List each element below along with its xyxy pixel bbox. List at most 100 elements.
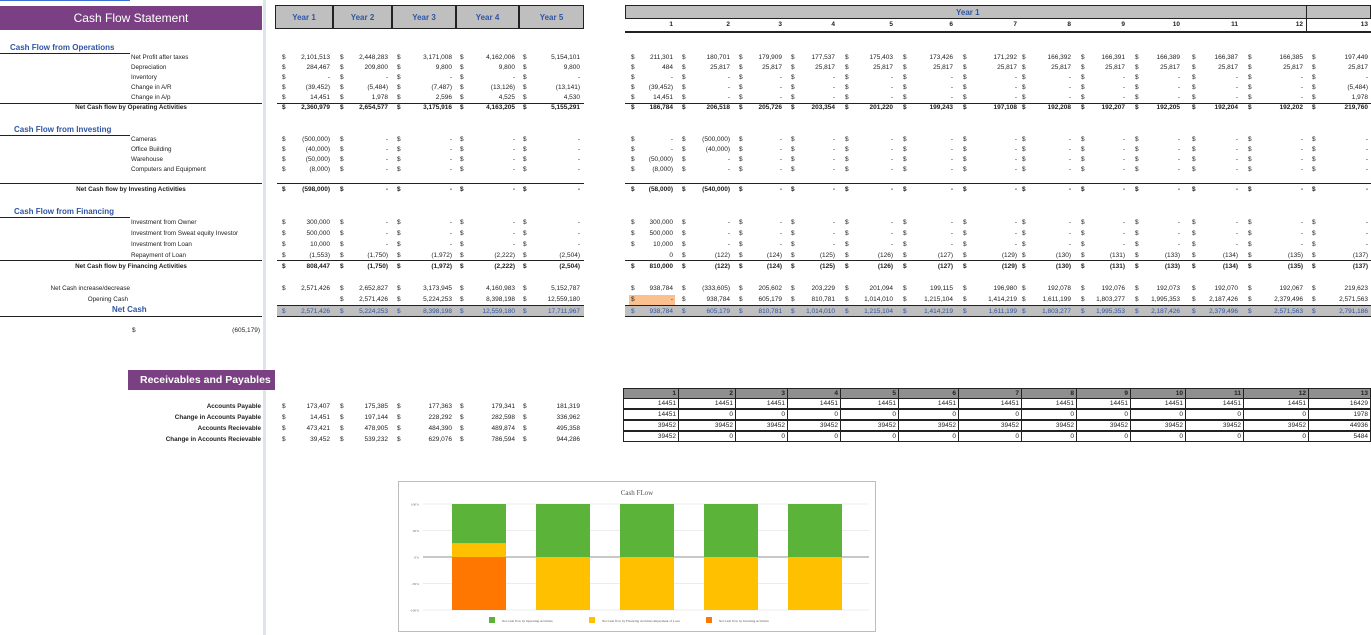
month-header-10[interactable]: 10 — [1172, 21, 1180, 28]
grid-cell[interactable]: 39452 — [1021, 420, 1077, 431]
total-operations-month-value[interactable]: 201,220 — [869, 104, 894, 111]
receivables-year-value[interactable]: 786,594 — [491, 436, 516, 443]
row-financing-3-month-value[interactable]: (133) — [1164, 252, 1180, 259]
total-investing-month-value[interactable]: - — [779, 186, 782, 193]
net-cash-month-value[interactable]: 2,187,426 — [1151, 308, 1180, 315]
grid-cell[interactable]: 14451 — [1130, 398, 1186, 409]
row-financing-2-month-value[interactable]: 10,000 — [653, 241, 673, 248]
row-financing-1-month-value[interactable]: - — [1014, 230, 1017, 237]
row-financing-0-year-value[interactable]: - — [449, 219, 452, 226]
net-cash-change-month-value[interactable]: 192,073 — [1156, 285, 1181, 292]
row-operations-2-year-value[interactable]: - — [512, 74, 515, 81]
row-investing-0-month-value[interactable]: - — [1014, 136, 1017, 143]
net-cash-change-month-value[interactable]: 205,602 — [758, 285, 783, 292]
row-operations-4-month-value[interactable]: - — [832, 94, 835, 101]
net-cash-change-month-value[interactable]: 192,067 — [1279, 285, 1304, 292]
row-financing-1-month-value[interactable]: - — [1365, 230, 1368, 237]
opening-cash-year-value[interactable]: 2,571,426 — [359, 296, 388, 303]
row-operations-4-year-value[interactable]: 4,525 — [498, 94, 515, 101]
net-cash-month-value[interactable]: 605,179 — [706, 308, 731, 315]
row-operations-1-month-value[interactable]: 25,817 — [1160, 64, 1180, 71]
row-financing-3-month-value[interactable]: (126) — [877, 252, 893, 259]
row-operations-1-month-value[interactable]: 25,817 — [1105, 64, 1125, 71]
grid-cell[interactable]: 44936 — [1308, 420, 1371, 431]
grid-cell[interactable]: 14451 — [1021, 398, 1077, 409]
row-financing-3-year-value[interactable]: (2,504) — [559, 252, 580, 259]
row-operations-1-month-value[interactable]: 25,817 — [933, 64, 953, 71]
row-operations-2-month-value[interactable]: - — [832, 74, 835, 81]
total-financing-month-value[interactable]: (131) — [1109, 263, 1125, 270]
row-operations-4-month-value[interactable]: - — [1235, 94, 1238, 101]
row-operations-2-month-value[interactable]: - — [727, 74, 730, 81]
net-cash-month-value[interactable]: 1,995,353 — [1096, 308, 1125, 315]
month-header-6[interactable]: 6 — [949, 21, 953, 28]
total-financing-year-value[interactable]: (1,972) — [431, 263, 452, 270]
opening-cash-month-value[interactable]: 605,179 — [758, 296, 783, 303]
row-financing-3-month-value[interactable]: (124) — [766, 252, 782, 259]
net-cash-year-value[interactable]: 2,571,426 — [301, 308, 330, 315]
receivables-year-value[interactable]: 478,905 — [364, 425, 389, 432]
total-investing-month-value[interactable]: - — [1014, 186, 1017, 193]
receivables-year-value[interactable]: 179,341 — [491, 403, 516, 410]
row-financing-0-month-value[interactable]: - — [1235, 219, 1238, 226]
total-financing-year-value[interactable]: (2,222) — [494, 263, 515, 270]
row-financing-3-year-value[interactable]: (2,222) — [494, 252, 515, 259]
row-investing-1-month-value[interactable]: - — [670, 146, 673, 153]
row-operations-0-year-value[interactable]: 4,162,006 — [486, 54, 515, 61]
row-operations-3-month-value[interactable]: - — [890, 84, 893, 91]
row-operations-4-month-value[interactable]: - — [1014, 94, 1017, 101]
net-cash-month-value[interactable]: 2,571,563 — [1274, 308, 1303, 315]
grid-cell[interactable]: 0 — [1021, 409, 1077, 420]
row-operations-3-month-value[interactable]: - — [1014, 84, 1017, 91]
row-financing-0-month-value[interactable]: - — [1122, 219, 1125, 226]
grid-cell[interactable]: 14451 — [958, 398, 1022, 409]
opening-cash-month-value[interactable]: - — [670, 296, 673, 303]
row-financing-0-month-value[interactable]: - — [832, 219, 835, 226]
row-operations-0-month-value[interactable]: 179,909 — [758, 54, 783, 61]
row-financing-1-year-value[interactable]: - — [512, 230, 515, 237]
row-financing-1-month-value[interactable]: - — [1235, 230, 1238, 237]
grid-cell[interactable]: 0 — [958, 409, 1022, 420]
net-cash-month-value[interactable]: 1,014,010 — [806, 308, 835, 315]
receivables-year-value[interactable]: 175,385 — [364, 403, 389, 410]
row-investing-3-month-value[interactable]: - — [1300, 166, 1303, 173]
net-cash-change-month-value[interactable]: (333,605) — [702, 285, 730, 292]
row-financing-1-year-value[interactable]: - — [385, 230, 388, 237]
opening-cash-month-value[interactable]: 810,781 — [811, 296, 836, 303]
grid-cell[interactable]: 14451 — [678, 398, 736, 409]
row-investing-0-month-value[interactable]: - — [670, 136, 673, 143]
row-financing-2-month-value[interactable]: - — [1177, 241, 1180, 248]
total-investing-month-value[interactable]: - — [832, 186, 835, 193]
net-cash-month-value[interactable]: 1,414,219 — [924, 308, 953, 315]
row-operations-0-month-value[interactable]: 166,387 — [1214, 54, 1239, 61]
total-investing-year-value[interactable]: - — [449, 186, 452, 193]
row-financing-2-year-value[interactable]: 10,000 — [310, 241, 330, 248]
grid-cell[interactable]: 0 — [735, 431, 788, 442]
receivables-year-value[interactable]: 177,363 — [428, 403, 453, 410]
total-investing-month-value[interactable]: - — [950, 186, 953, 193]
total-operations-month-value[interactable]: 197,108 — [993, 104, 1018, 111]
row-operations-0-year-value[interactable]: 3,171,008 — [423, 54, 452, 61]
opening-cash-month-value[interactable]: 2,571,563 — [1339, 296, 1368, 303]
opening-cash-year-value[interactable]: 5,224,253 — [423, 296, 452, 303]
grid-cell[interactable]: 39452 — [623, 431, 679, 442]
total-operations-year-value[interactable]: 3,175,916 — [423, 104, 452, 111]
receivables-year-value[interactable]: 336,962 — [556, 414, 581, 421]
row-operations-1-month-value[interactable]: 25,817 — [873, 64, 893, 71]
row-financing-2-month-value[interactable]: - — [1235, 241, 1238, 248]
grid-cell[interactable]: 0 — [1185, 431, 1244, 442]
row-operations-0-month-value[interactable]: 173,426 — [929, 54, 954, 61]
grid-cell[interactable]: 39452 — [1243, 420, 1309, 431]
row-operations-3-year-value[interactable]: (39,452) — [305, 84, 330, 91]
total-financing-month-value[interactable]: (124) — [766, 263, 782, 270]
net-cash-year-value[interactable]: 17,711,967 — [547, 308, 580, 315]
row-investing-2-month-value[interactable]: - — [832, 156, 835, 163]
receivables-year-value[interactable]: 173,407 — [306, 403, 331, 410]
row-investing-2-month-value[interactable]: (50,000) — [648, 156, 673, 163]
net-cash-month-value[interactable]: 1,611,199 — [988, 308, 1017, 315]
row-operations-3-month-value[interactable]: - — [1235, 84, 1238, 91]
row-operations-3-year-value[interactable]: (5,484) — [367, 84, 388, 91]
total-investing-month-value[interactable]: - — [890, 186, 893, 193]
row-operations-3-month-value[interactable]: - — [727, 84, 730, 91]
net-cash-change-month-value[interactable]: 192,070 — [1214, 285, 1239, 292]
